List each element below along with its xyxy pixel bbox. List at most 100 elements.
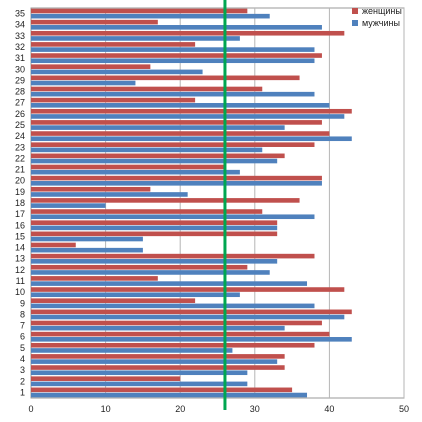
y-tick-label: 11 (16, 276, 25, 286)
bar-muzhchiny (31, 80, 136, 86)
bar-zhenshchiny (31, 164, 225, 170)
bar-muzhchiny (31, 270, 270, 275)
bar-zhenshchiny (31, 331, 330, 337)
y-tick-label: 19 (15, 187, 25, 197)
y-tick-label: 26 (15, 109, 25, 119)
bar-muzhchiny (31, 203, 106, 208)
bar-zhenshchiny (31, 376, 181, 381)
bar-muzhchiny (31, 69, 203, 75)
bar-zhenshchiny (31, 298, 196, 303)
bar-zhenshchiny (31, 142, 315, 147)
y-tick-label: 4 (20, 354, 25, 364)
bar-muzhchiny (31, 348, 233, 353)
bar-zhenshchiny (31, 108, 352, 114)
y-tick-label: 23 (15, 142, 25, 152)
bar-zhenshchiny (31, 231, 278, 237)
y-tick-label: 6 (20, 332, 25, 342)
bar-zhenshchiny (31, 131, 330, 136)
y-tick-label: 24 (15, 131, 25, 141)
bar-muzhchiny (31, 236, 143, 242)
y-tick-label: 33 (15, 31, 25, 41)
bar-zhenshchiny (31, 342, 315, 348)
bar-muzhchiny (31, 47, 315, 52)
bar-muzhchiny (31, 103, 330, 108)
bar-muzhchiny (31, 292, 240, 298)
y-tick-label: 18 (15, 198, 25, 208)
bar-muzhchiny (31, 214, 315, 220)
bar-zhenshchiny (31, 186, 151, 192)
bar-muzhchiny (31, 25, 322, 30)
y-tick-label: 28 (15, 87, 25, 97)
bar-zhenshchiny (31, 198, 300, 203)
legend-swatch (352, 8, 358, 14)
bar-zhenshchiny (31, 365, 285, 370)
bar-muzhchiny (31, 259, 278, 264)
x-tick-label: 20 (175, 404, 185, 414)
bar-zhenshchiny (31, 120, 322, 125)
y-tick-label: 32 (15, 42, 25, 52)
bar-muzhchiny (31, 125, 285, 130)
y-tick-label: 22 (15, 153, 25, 163)
y-tick-label: 31 (15, 53, 25, 63)
y-tick-label: 14 (15, 243, 25, 253)
y-tick-label: 34 (15, 20, 25, 30)
y-tick-label: 10 (15, 287, 25, 297)
bar-muzhchiny (31, 147, 263, 153)
bar-muzhchiny (31, 303, 315, 309)
y-tick-label: 30 (15, 64, 25, 74)
bar-zhenshchiny (31, 97, 196, 103)
bar-zhenshchiny (31, 64, 151, 69)
bar-zhenshchiny (31, 19, 158, 25)
bar-zhenshchiny (31, 264, 248, 270)
bar-zhenshchiny (31, 209, 263, 214)
x-tick-label: 0 (28, 404, 33, 414)
bar-zhenshchiny (31, 320, 322, 326)
bar-muzhchiny (31, 192, 188, 197)
y-tick-label: 21 (15, 165, 25, 175)
y-tick-label: 1 (20, 387, 25, 397)
bar-muzhchiny (31, 136, 352, 142)
x-tick-label: 50 (399, 404, 409, 414)
bar-muzhchiny (31, 381, 248, 387)
bar-zhenshchiny (31, 42, 196, 47)
y-tick-label: 13 (15, 254, 25, 264)
x-tick-label: 30 (250, 404, 260, 414)
bar-zhenshchiny (31, 220, 278, 225)
bar-zhenshchiny (31, 253, 315, 259)
y-tick-label: 7 (20, 321, 25, 331)
y-tick-label: 9 (20, 298, 25, 308)
bar-zhenshchiny (31, 153, 285, 159)
bar-muzhchiny (31, 13, 270, 19)
bar-zhenshchiny (31, 75, 300, 81)
y-tick-label: 17 (15, 209, 25, 219)
bar-muzhchiny (31, 392, 308, 398)
bar-zhenshchiny (31, 309, 352, 315)
bar-muzhchiny (31, 91, 315, 97)
bar-muzhchiny (31, 181, 322, 186)
bar-muzhchiny (31, 325, 285, 331)
bar-zhenshchiny (31, 86, 263, 92)
bar-muzhchiny (31, 158, 278, 164)
y-tick-label: 2 (20, 376, 25, 386)
bar-muzhchiny (31, 114, 345, 119)
legend-swatch (352, 20, 358, 26)
bar-muzhchiny (31, 370, 248, 376)
bar-muzhchiny (31, 36, 240, 41)
legend-label: женщины (362, 6, 402, 16)
bar-muzhchiny (31, 169, 240, 175)
y-tick-label: 3 (20, 365, 25, 375)
y-tick-label: 15 (15, 231, 25, 241)
y-tick-label: 27 (15, 98, 25, 108)
y-tick-label: 29 (15, 75, 25, 85)
bar-zhenshchiny (31, 387, 293, 393)
y-tick-label: 8 (20, 309, 25, 319)
bar-muzhchiny (31, 359, 278, 364)
bar-muzhchiny (31, 225, 278, 231)
x-tick-label: 10 (101, 404, 111, 414)
bar-zhenshchiny (31, 287, 345, 292)
bar-zhenshchiny (31, 53, 322, 58)
bar-muzhchiny (31, 58, 315, 64)
x-tick-label: 40 (324, 404, 334, 414)
bar-zhenshchiny (31, 242, 76, 248)
